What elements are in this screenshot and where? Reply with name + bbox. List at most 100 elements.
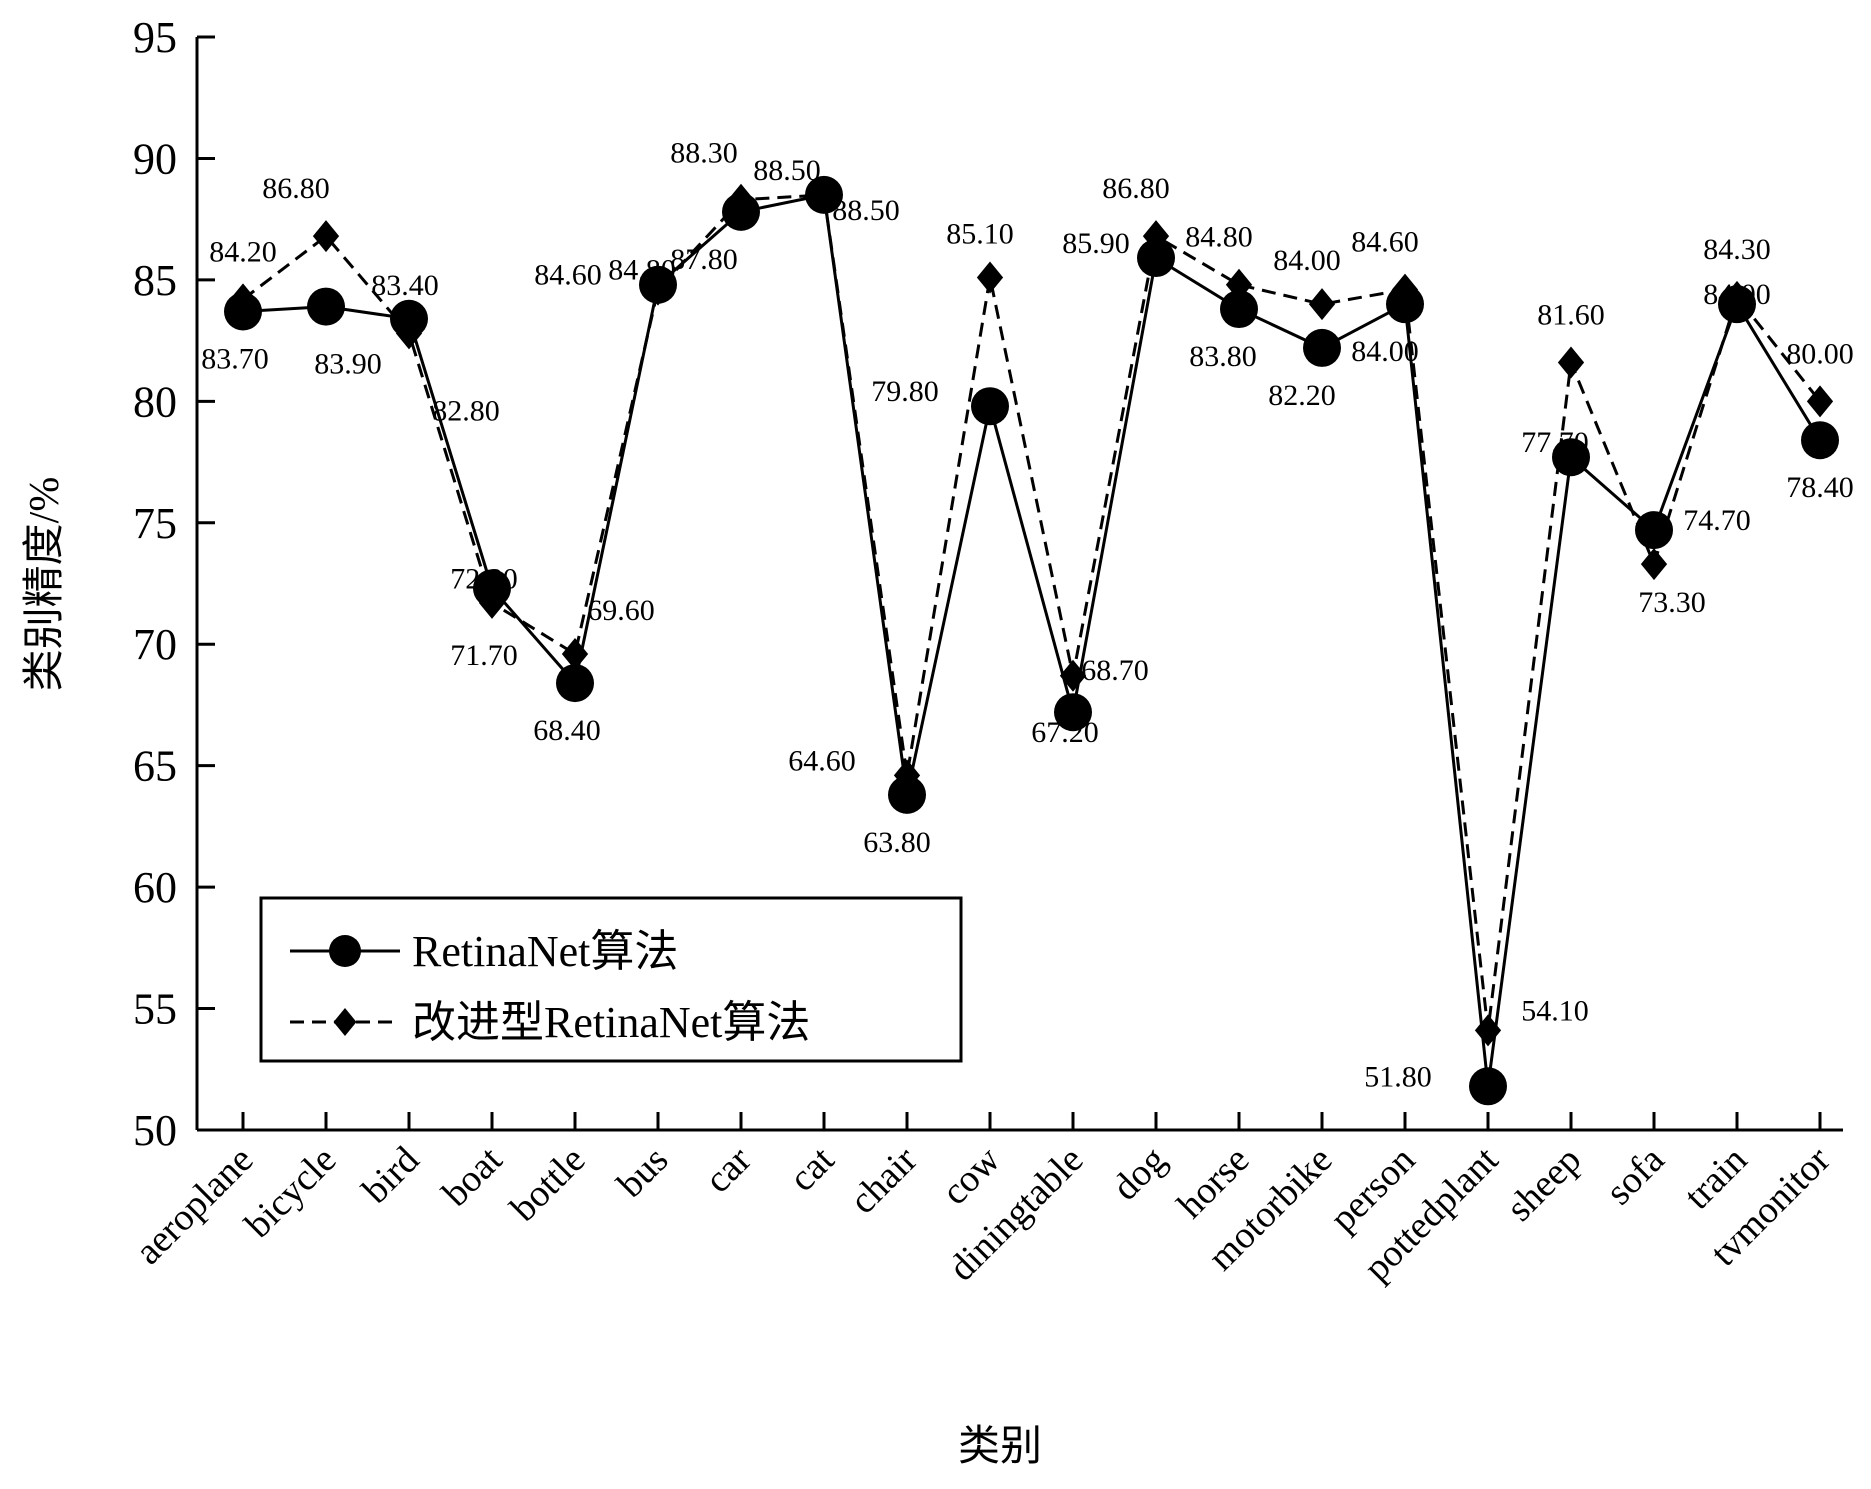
retinanet-point (1220, 290, 1258, 329)
improved-retinanet-data-label: 68.70 (1081, 654, 1149, 687)
retinanet-point (639, 265, 677, 304)
retinanet-data-label: 85.90 (1062, 227, 1130, 260)
retinanet-point (473, 569, 511, 608)
retinanet-data-label: 78.40 (1786, 471, 1854, 504)
retinanet-data-label: 84.80 (608, 254, 676, 287)
legend-label-retinanet: RetinaNet算法 (412, 927, 678, 976)
legend-label-improved: 改进型RetinaNet算法 (412, 998, 810, 1047)
improved-retinanet-data-label: 85.10 (946, 217, 1014, 250)
retinanet-point (1635, 511, 1673, 550)
retinanet-point (1303, 328, 1341, 367)
retinanet-data-label: 74.70 (1683, 504, 1751, 537)
improved-retinanet-point (1225, 268, 1253, 301)
improved-retinanet-data-label: 80.00 (1786, 337, 1854, 370)
x-tick-label: bird (354, 1139, 427, 1212)
improved-retinanet-data-label: 54.10 (1521, 994, 1589, 1027)
y-tick-label: 70 (133, 620, 177, 669)
improved-retinanet-data-label: 64.60 (788, 744, 856, 777)
retinanet-point (307, 287, 345, 326)
x-tick-label: bottle (502, 1139, 593, 1230)
improved-retinanet-data-label: 73.30 (1638, 586, 1706, 619)
y-tick-label: 55 (133, 985, 177, 1034)
improved-retinanet-point (1806, 385, 1834, 418)
x-tick-label: dog (1104, 1139, 1174, 1209)
retinanet-data-label: 77.70 (1521, 426, 1589, 459)
improved-retinanet-data-label: 84.30 (1703, 233, 1771, 266)
retinanet-point (556, 664, 594, 703)
retinanet-data-label: 63.80 (863, 826, 931, 859)
improved-retinanet-data-label: 84.00 (1273, 244, 1341, 277)
x-tick-label: cat (781, 1138, 842, 1199)
legend-marker-improved (333, 1008, 357, 1036)
retinanet-point (1137, 239, 1175, 278)
x-tick-label: boat (434, 1138, 510, 1214)
improved-retinanet-point (1308, 288, 1336, 321)
improved-retinanet-point (1142, 220, 1170, 253)
x-tick-label: chair (842, 1138, 926, 1222)
y-tick-label: 90 (133, 134, 177, 183)
improved-retinanet-data-label: 84.20 (209, 235, 277, 268)
improved-retinanet-point (1640, 548, 1668, 581)
legend-marker-retinanet (329, 935, 361, 967)
retinanet-point (1552, 438, 1590, 477)
retinanet-point (1718, 285, 1756, 324)
x-axis-title: 类别 (958, 1424, 1042, 1470)
y-tick-label: 60 (133, 863, 177, 912)
retinanet-data-label: 51.80 (1364, 1060, 1432, 1093)
improved-retinanet-data-label: 88.50 (832, 194, 900, 227)
improved-retinanet-data-label: 84.60 (1351, 226, 1419, 259)
retinanet-data-label: 83.70 (201, 342, 269, 375)
improved-retinanet-series-line (242, 193, 1822, 1031)
retinanet-series-line (242, 193, 1822, 1087)
improved-retinanet-point (1557, 346, 1585, 379)
retinanet-data-label: 87.80 (670, 243, 738, 276)
retinanet-point (1801, 421, 1839, 460)
retinanet-data-label: 82.20 (1268, 379, 1336, 412)
y-tick-label: 65 (133, 742, 177, 791)
retinanet-point (888, 775, 926, 814)
y-tick-label: 95 (133, 13, 177, 62)
improved-retinanet-point (561, 637, 589, 670)
retinanet-data-label: 72.30 (450, 562, 518, 595)
improved-retinanet-data-label: 81.60 (1537, 298, 1605, 331)
improved-retinanet-data-label: 86.80 (1102, 172, 1170, 205)
retinanet-point (1469, 1067, 1507, 1106)
retinanet-point (805, 175, 843, 214)
retinanet-data-label: 68.40 (533, 714, 601, 747)
x-tick-label: aeroplane (127, 1139, 261, 1273)
retinanet-data-label: 84.00 (1703, 278, 1771, 311)
x-tick-label: sofa (1598, 1139, 1673, 1214)
retinanet-data-label: 83.40 (371, 269, 439, 302)
improved-retinanet-point (1059, 659, 1087, 692)
retinanet-data-label: 83.90 (314, 348, 382, 381)
x-tick-label: car (697, 1138, 760, 1201)
legend-box (259, 896, 963, 1063)
x-tick-label: bus (609, 1139, 676, 1206)
y-tick-label: 85 (133, 256, 177, 305)
y-axis-title: 类别精度/% (22, 477, 68, 692)
y-tick-label: 80 (133, 377, 177, 426)
retinanet-point (722, 192, 760, 231)
improved-retinanet-data-label: 86.80 (262, 172, 330, 205)
improved-retinanet-data-label: 69.60 (587, 594, 655, 627)
retinanet-data-label: 83.80 (1189, 340, 1257, 373)
y-tick-label: 50 (133, 1106, 177, 1155)
improved-retinanet-point (312, 220, 340, 253)
improved-retinanet-point (1474, 1014, 1502, 1047)
retinanet-data-label: 67.20 (1031, 716, 1099, 749)
improved-retinanet-data-label: 71.70 (450, 639, 518, 672)
x-tick-label: bicycle (237, 1139, 344, 1246)
improved-retinanet-data-label: 82.80 (432, 394, 500, 427)
retinanet-data-label: 79.80 (871, 375, 939, 408)
improved-retinanet-data-label: 88.30 (670, 137, 738, 170)
y-tick-label: 75 (133, 499, 177, 548)
retinanet-point (390, 299, 428, 338)
retinanet-point (1054, 693, 1092, 732)
improved-retinanet-point (976, 261, 1004, 294)
improved-retinanet-data-label: 84.60 (534, 259, 602, 292)
retinanet-data-label: 88.50 (753, 154, 821, 187)
retinanet-point (224, 292, 262, 331)
retinanet-point (1386, 285, 1424, 324)
retinanet-data-label: 84.00 (1351, 335, 1419, 368)
